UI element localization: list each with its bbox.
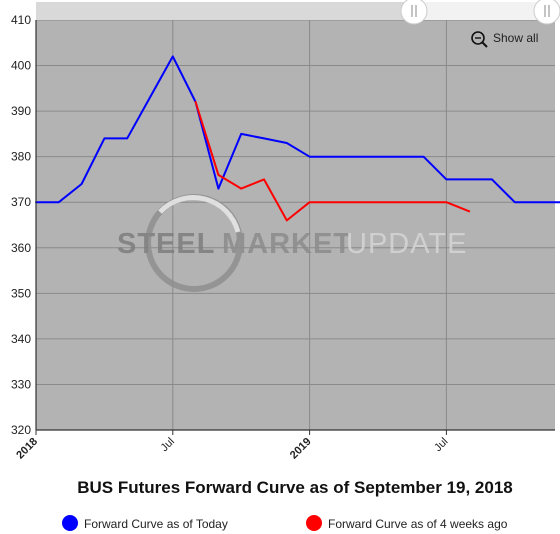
navigator-handle-left[interactable] xyxy=(400,0,428,25)
x-axis-ticks: 2018 Jul 2019 Jul xyxy=(14,430,451,462)
series-line-today xyxy=(35,55,560,204)
watermark-swoosh xyxy=(158,195,241,233)
range-navigator[interactable] xyxy=(36,0,560,25)
y-tick-label: 380 xyxy=(11,150,31,164)
y-tick-label: 390 xyxy=(11,104,31,118)
legend-marker xyxy=(62,515,78,531)
x-tick-label: Jul xyxy=(158,436,176,454)
x-tick-label: 2018 xyxy=(14,436,40,462)
watermark-text-steel: STEEL xyxy=(117,228,215,260)
plot-background xyxy=(36,20,555,430)
watermark-logo: STEEL MARKET UPDATE xyxy=(117,194,467,292)
series-lines xyxy=(35,55,560,222)
y-axis-ticks: 410 400 390 380 370 360 350 340 330 320 xyxy=(11,13,31,437)
legend: Forward Curve as of Today Forward Curve a… xyxy=(62,515,508,531)
y-tick-label: 400 xyxy=(11,59,31,73)
y-tick-label: 330 xyxy=(11,377,31,391)
y-tick-label: 350 xyxy=(11,286,31,300)
x-tick-label: 2019 xyxy=(288,436,314,462)
show-all-label[interactable]: Show all xyxy=(493,31,538,45)
y-tick-label: 370 xyxy=(11,195,31,209)
y-tick-label: 340 xyxy=(11,332,31,346)
series-line-4-weeks-ago xyxy=(194,101,471,222)
zoom-out-icon[interactable] xyxy=(471,31,485,45)
show-all-button[interactable]: Show all xyxy=(471,31,538,48)
legend-label: Forward Curve as of Today xyxy=(84,517,228,531)
legend-label: Forward Curve as of 4 weeks ago xyxy=(328,517,508,531)
watermark-text-update: UPDATE xyxy=(346,228,467,260)
y-tick-label: 320 xyxy=(11,423,31,437)
zoom-out-icon-handle xyxy=(481,41,488,48)
navigator-selection[interactable] xyxy=(412,2,555,20)
navigator-handle-right[interactable] xyxy=(533,0,560,25)
chart-title: BUS Futures Forward Curve as of Septembe… xyxy=(77,478,513,497)
watermark-text-market: MARKET xyxy=(222,228,352,260)
y-tick-label: 410 xyxy=(11,13,31,27)
legend-marker xyxy=(306,515,322,531)
y-tick-label: 360 xyxy=(11,241,31,255)
x-tick-label: Jul xyxy=(432,436,450,454)
